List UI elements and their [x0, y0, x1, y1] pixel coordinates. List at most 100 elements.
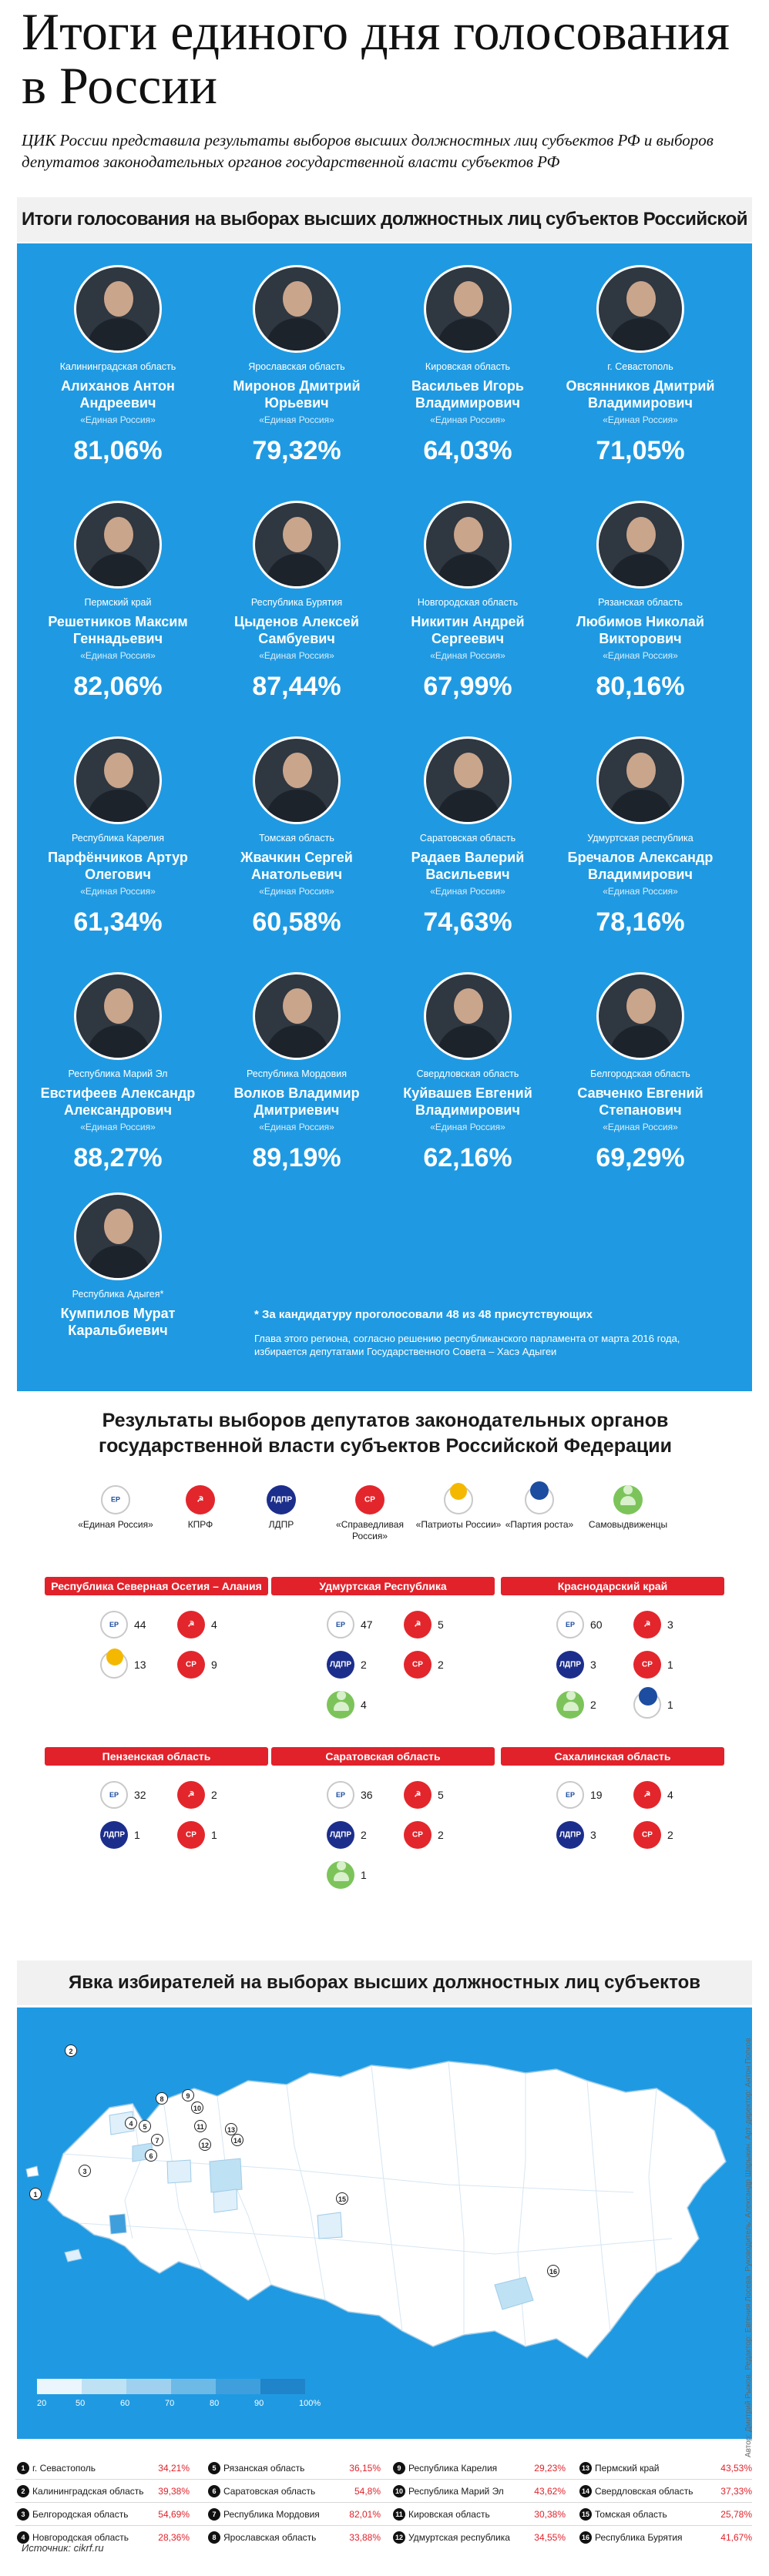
seat-count: 4 — [667, 1789, 673, 1801]
governor-region: Республика Бурятия — [250, 597, 343, 608]
turnout-item: 2 Калининградская область 39,38% — [17, 2482, 193, 2501]
map-marker: 8 — [156, 2092, 168, 2105]
sr-icon: СР — [404, 1821, 432, 1849]
turnout-value: 25,78% — [720, 2509, 752, 2520]
self-nominee-icon — [613, 1485, 643, 1514]
scale-label: 90 — [254, 2399, 264, 2408]
legend-item-sr: СР «Справедливая Россия» — [324, 1485, 416, 1542]
turnout-divider — [15, 2479, 752, 2480]
governor-photo — [253, 736, 341, 824]
er-icon: ЕР — [556, 1611, 584, 1639]
turnout-region: Республика Марий Эл — [408, 2486, 504, 2497]
scale-segment — [216, 2379, 260, 2394]
turnout-region: г. Севастополь — [32, 2463, 96, 2474]
map-marker: 3 — [79, 2165, 91, 2177]
seat-count: 2 — [667, 1829, 673, 1841]
seat-count: 1 — [361, 1869, 367, 1881]
governor-photo — [74, 736, 162, 824]
turnout-divider — [15, 2525, 752, 2526]
governors-section-title: Итоги голосования на выборах высших долж… — [17, 197, 752, 274]
governor-card: Республика Мордовия Волков Владимир Дмитр… — [214, 972, 379, 1172]
turnout-region: Свердловская область — [595, 2486, 693, 2497]
governor-percent: 80,16% — [596, 672, 685, 701]
icon-glyph: СР — [412, 1830, 423, 1840]
turnout-region: Калининградская область — [32, 2486, 144, 2497]
seat-count: 13 — [134, 1659, 146, 1671]
adygea-note: * За кандидатуру проголосовали 48 из 48 … — [254, 1307, 732, 1358]
portrait-suit-icon — [87, 790, 150, 822]
seat-count: 5 — [438, 1618, 444, 1631]
legend-item-ldpr: ЛДПР ЛДПР — [235, 1485, 327, 1531]
portrait-head-icon — [626, 281, 656, 317]
adygea-note-bold: * За кандидатуру проголосовали 48 из 48 … — [254, 1308, 593, 1321]
turnout-region: Республика Бурятия — [595, 2532, 683, 2543]
portrait-head-icon — [454, 753, 483, 788]
governor-party: «Единая Россия» — [259, 650, 334, 661]
seat-count: 60 — [590, 1618, 603, 1631]
ldpr-icon: ЛДПР — [327, 1651, 354, 1679]
turnout-region: Ярославская область — [223, 2532, 317, 2543]
governor-card: Новгородская область Никитин Андрей Серге… — [385, 501, 550, 700]
scale-segment — [126, 2379, 171, 2394]
seat-count-item: ЕР 60 — [556, 1611, 626, 1642]
governor-photo — [424, 501, 512, 589]
governor-card: Кировская область Васильев Игорь Владимир… — [385, 265, 550, 465]
governor-card: Саратовская область Радаев Валерий Василь… — [385, 736, 550, 936]
turnout-marker: 4 — [17, 2531, 29, 2544]
governor-region: Рязанская область — [598, 597, 683, 608]
icon-glyph: СР — [642, 1830, 653, 1840]
portrait-suit-icon — [609, 1025, 673, 1058]
governor-region: Томская область — [259, 833, 334, 844]
scale-segment — [37, 2379, 82, 2394]
seat-count-item: СР 2 — [404, 1651, 473, 1682]
governor-name: Цыденов Алексей Самбуевич — [234, 614, 359, 646]
map-marker: 1 — [29, 2188, 42, 2200]
governor-region: Новгородская область — [417, 597, 519, 608]
governor-card: Республика Адыгея* Кумпилов Мурат Каральб… — [35, 1192, 200, 1339]
turnout-item: 10 Республика Марий Эл 43,62% — [393, 2482, 569, 2501]
sr-icon: СР — [404, 1651, 432, 1679]
seat-count: 2 — [361, 1829, 367, 1841]
governor-party: «Единая Россия» — [80, 414, 156, 425]
governor-region: Республика Карелия — [72, 833, 164, 844]
governor-party: «Единая Россия» — [430, 650, 505, 661]
icon-dot — [106, 1649, 123, 1665]
russia-map — [25, 2061, 727, 2359]
seat-count: 32 — [134, 1789, 146, 1801]
kprf-icon: ☭ — [404, 1611, 432, 1639]
turnout-value: 29,23% — [534, 2463, 566, 2474]
scale-segment — [260, 2379, 305, 2394]
governor-party: «Единая Россия» — [603, 650, 678, 661]
turnout-value: 54,8% — [354, 2486, 381, 2497]
map-marker: 5 — [139, 2120, 151, 2132]
region-result-title: Краснодарский край — [501, 1577, 724, 1595]
governor-card: Республика Марий Эл Евстифеев Александр А… — [35, 972, 200, 1172]
region-result-title: Удмуртская Республика — [271, 1577, 495, 1595]
seat-count-item: 2 — [556, 1691, 626, 1722]
seat-count: 5 — [438, 1789, 444, 1801]
map-marker: 15 — [336, 2192, 348, 2205]
legend-label: ЛДПР — [268, 1519, 294, 1530]
governor-percent: 61,34% — [73, 907, 163, 937]
portrait-head-icon — [104, 517, 133, 552]
governor-percent: 88,27% — [73, 1143, 163, 1172]
map-marker: 12 — [199, 2138, 211, 2151]
governor-region: Свердловская область — [416, 1068, 519, 1079]
governor-photo — [424, 736, 512, 824]
governor-card: Республика Карелия Парфёнчиков Артур Олег… — [35, 736, 200, 936]
governor-card: Удмуртская республика Бречалов Александр … — [558, 736, 723, 936]
governor-card: Калининградская область Алиханов Антон Ан… — [35, 265, 200, 465]
governor-photo — [596, 972, 684, 1060]
growth-party-icon — [525, 1481, 554, 1514]
governor-percent: 69,29% — [596, 1143, 685, 1172]
seat-count-item: ЛДПР 3 — [556, 1821, 626, 1852]
governor-percent: 64,03% — [423, 436, 512, 465]
governor-photo — [253, 265, 341, 353]
seat-count: 2 — [438, 1659, 444, 1671]
seat-count: 3 — [590, 1659, 596, 1671]
ldpr-icon: ЛДПР — [556, 1821, 584, 1849]
governor-region: Республика Мордовия — [247, 1068, 347, 1079]
turnout-item: 7 Республика Мордовия 82,01% — [208, 2505, 384, 2524]
turnout-value: 36,15% — [349, 2463, 381, 2474]
portrait-suit-icon — [437, 790, 500, 822]
